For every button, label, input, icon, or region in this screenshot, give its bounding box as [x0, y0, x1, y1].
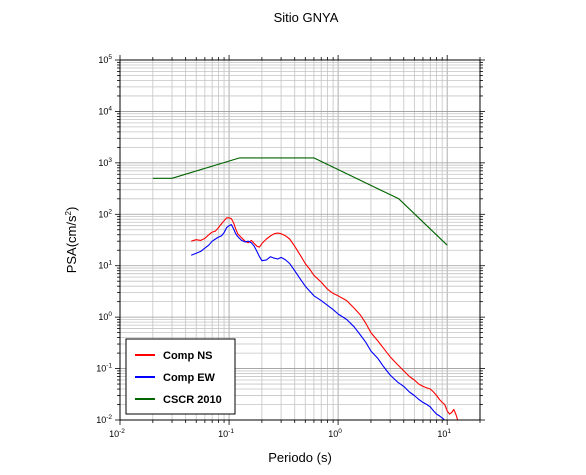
- x-tick-label-base: 10: [328, 429, 338, 439]
- y-tick-label: 10-2: [96, 414, 112, 425]
- y-tick-label-base: 10: [98, 158, 108, 168]
- y-axis-label: PSA(cm/s2): [64, 207, 79, 274]
- plot-frame: [119, 59, 481, 421]
- series-line-1: [190, 224, 446, 420]
- ticks: [115, 55, 485, 425]
- legend-label-2: CSCR 2010: [163, 394, 222, 406]
- x-tick-label: 10-2: [109, 428, 125, 439]
- x-tick-label-exp: 1: [447, 428, 451, 435]
- y-tick-label-base: 10: [96, 415, 106, 425]
- y-tick-label-exp: 3: [108, 157, 112, 164]
- y-tick-label-base: 10: [98, 261, 108, 271]
- x-tick-label-exp: -2: [119, 428, 125, 435]
- y-tick-label-exp: 4: [108, 105, 112, 112]
- grid: [119, 59, 481, 421]
- y-tick-label-base: 10: [98, 209, 108, 219]
- y-tick-label-exp: 1: [108, 260, 112, 267]
- y-tick-label: 103: [98, 157, 112, 168]
- y-axis-label-close: ): [64, 207, 79, 211]
- y-tick-label: 10-1: [96, 363, 112, 374]
- x-tick-label-base: 10: [109, 429, 119, 439]
- x-tick-label-base: 10: [437, 429, 447, 439]
- y-tick-label-exp: 0: [108, 311, 112, 318]
- series-line-2: [152, 157, 448, 246]
- x-tick-label: 10-1: [218, 428, 234, 439]
- y-axis-label-base: PSA(cm/s: [64, 215, 79, 273]
- y-tick-label: 101: [98, 260, 112, 271]
- x-tick-label: 100: [328, 428, 342, 439]
- x-tick-label-exp: 0: [338, 428, 342, 435]
- y-tick-label: 102: [98, 208, 112, 219]
- legend: Comp NS Comp EW CSCR 2010: [125, 338, 236, 415]
- y-tick-label-base: 10: [98, 106, 108, 116]
- x-tick-label: 101: [437, 428, 451, 439]
- y-tick-label: 104: [98, 105, 112, 116]
- x-axis-label: Periodo (s): [268, 450, 332, 465]
- y-tick-label: 100: [98, 311, 112, 322]
- x-tick-label-exp: -1: [228, 428, 234, 435]
- y-tick-label: 105: [98, 54, 112, 65]
- y-tick-label-exp: 2: [108, 208, 112, 215]
- y-tick-label-base: 10: [98, 55, 108, 65]
- y-axis-label-exp: 2: [64, 211, 73, 216]
- y-tick-label-base: 10: [96, 364, 106, 374]
- y-tick-label-exp: 5: [108, 54, 112, 61]
- legend-label-0: Comp NS: [163, 350, 213, 362]
- y-tick-label-exp: -2: [106, 414, 112, 421]
- chart-title: Sitio GNYA: [274, 10, 339, 25]
- series-group: [152, 157, 459, 420]
- y-tick-label-base: 10: [98, 312, 108, 322]
- y-tick-label-exp: -1: [106, 363, 112, 370]
- x-tick-label-base: 10: [218, 429, 228, 439]
- legend-label-1: Comp EW: [163, 372, 216, 384]
- series-line-0: [191, 217, 459, 420]
